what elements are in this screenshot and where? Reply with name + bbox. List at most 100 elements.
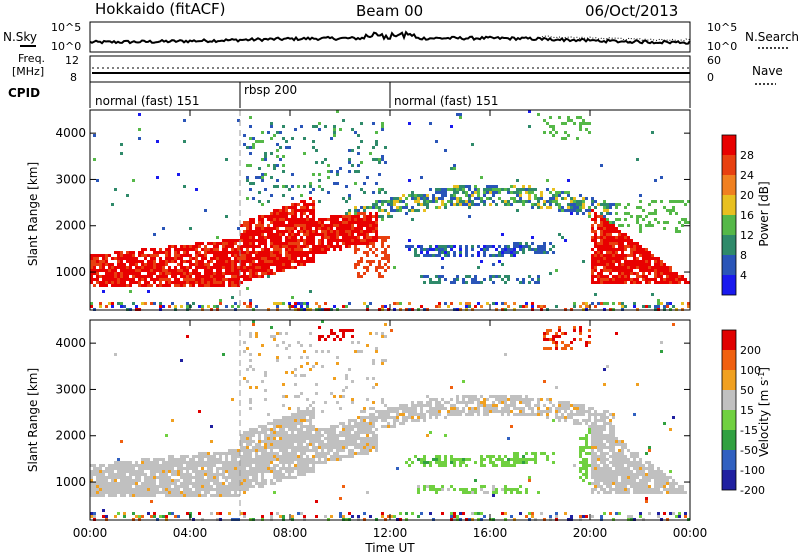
- heatmap-cell: [159, 302, 162, 305]
- heatmap-cell: [252, 257, 255, 260]
- heatmap-cell: [294, 215, 297, 218]
- heatmap-cell: [687, 302, 690, 305]
- heatmap-cell: [534, 458, 537, 461]
- heatmap-cell: [276, 224, 279, 227]
- heatmap-cell: [480, 248, 483, 251]
- heatmap-cell: [651, 200, 654, 203]
- heatmap-cell: [519, 191, 522, 194]
- heatmap-cell: [516, 209, 519, 212]
- heatmap-cell: [606, 278, 609, 281]
- heatmap-cell: [627, 224, 630, 227]
- heatmap-cell: [171, 491, 174, 494]
- heatmap-cell: [192, 272, 195, 275]
- heatmap-cell: [603, 275, 606, 278]
- heatmap-cell: [300, 215, 303, 218]
- heatmap-cell: [195, 272, 198, 275]
- heatmap-cell: [186, 491, 189, 494]
- heatmap-cell: [123, 275, 126, 278]
- heatmap-cell: [555, 191, 558, 194]
- heatmap-cell: [126, 488, 129, 491]
- heatmap-cell: [258, 239, 261, 242]
- heatmap-cell: [621, 302, 624, 305]
- heatmap-cell: [243, 434, 246, 437]
- heatmap-cell: [270, 335, 273, 338]
- heatmap-cell: [348, 443, 351, 446]
- heatmap-cell: [486, 248, 489, 251]
- heatmap-cell: [441, 275, 444, 278]
- heatmap-cell: [324, 401, 327, 404]
- heatmap-cell: [273, 431, 276, 434]
- heatmap-cell: [96, 281, 99, 284]
- heatmap-cell: [612, 302, 615, 305]
- heatmap-cell: [111, 272, 114, 275]
- heatmap-cell: [279, 479, 282, 482]
- heatmap-cell: [165, 479, 168, 482]
- heatmap-cell: [453, 488, 456, 491]
- heatmap-cell: [150, 263, 153, 266]
- heatmap-cell: [222, 494, 225, 497]
- heatmap-cell: [240, 224, 243, 227]
- heatmap-cell: [234, 263, 237, 266]
- heatmap-cell: [222, 473, 225, 476]
- heatmap-cell: [288, 461, 291, 464]
- heatmap-cell: [678, 230, 681, 233]
- heatmap-cell: [234, 467, 237, 470]
- heatmap-cell: [177, 254, 180, 257]
- heatmap-cell: [279, 263, 282, 266]
- heatmap-cell: [111, 479, 114, 482]
- heatmap-cell: [165, 434, 168, 437]
- heatmap-cell: [147, 284, 150, 287]
- heatmap-cell: [414, 419, 417, 422]
- heatmap-cell: [300, 248, 303, 251]
- heatmap-cell: [450, 413, 453, 416]
- heatmap-cell: [159, 305, 162, 308]
- heatmap-cell: [165, 470, 168, 473]
- heatmap-cell: [288, 239, 291, 242]
- heatmap-cell: [258, 176, 261, 179]
- heatmap-cell: [666, 275, 669, 278]
- heatmap-cell: [324, 251, 327, 254]
- heatmap-cell: [237, 254, 240, 257]
- heatmap-cell: [303, 251, 306, 254]
- heatmap-cell: [447, 488, 450, 491]
- heatmap-cell: [123, 488, 126, 491]
- heatmap-cell: [201, 494, 204, 497]
- heatmap-cell: [300, 461, 303, 464]
- heatmap-cell: [204, 479, 207, 482]
- heatmap-cell: [294, 224, 297, 227]
- heatmap-cell: [591, 248, 594, 251]
- heatmap-cell: [168, 479, 171, 482]
- heatmap-cell: [543, 200, 546, 203]
- heatmap-cell: [255, 386, 258, 389]
- heatmap-cell: [384, 335, 387, 338]
- heatmap-cell: [285, 419, 288, 422]
- heatmap-cell: [588, 410, 591, 413]
- heatmap-cell: [213, 452, 216, 455]
- heatmap-cell: [300, 257, 303, 260]
- heatmap-cell: [528, 512, 531, 515]
- heatmap-cell: [564, 410, 567, 413]
- heatmap-cell: [351, 443, 354, 446]
- heatmap-cell: [654, 209, 657, 212]
- heatmap-cell: [129, 266, 132, 269]
- heatmap-cell: [606, 275, 609, 278]
- heatmap-cell: [465, 401, 468, 404]
- heatmap-cell: [423, 485, 426, 488]
- heatmap-cell: [339, 458, 342, 461]
- heatmap-cell: [225, 248, 228, 251]
- heatmap-cell: [129, 257, 132, 260]
- heatmap-cell: [120, 473, 123, 476]
- heatmap-cell: [570, 197, 573, 200]
- heatmap-cell: [609, 224, 612, 227]
- heatmap-cell: [384, 416, 387, 419]
- heatmap-cell: [492, 410, 495, 413]
- heatmap-cell: [90, 272, 93, 275]
- heatmap-cell: [519, 491, 522, 494]
- heatmap-cell: [246, 431, 249, 434]
- heatmap-cell: [306, 215, 309, 218]
- heatmap-cell: [300, 470, 303, 473]
- heatmap-cell: [537, 113, 540, 116]
- heatmap-cell: [303, 245, 306, 248]
- heatmap-cell: [363, 437, 366, 440]
- heatmap-cell: [243, 512, 246, 515]
